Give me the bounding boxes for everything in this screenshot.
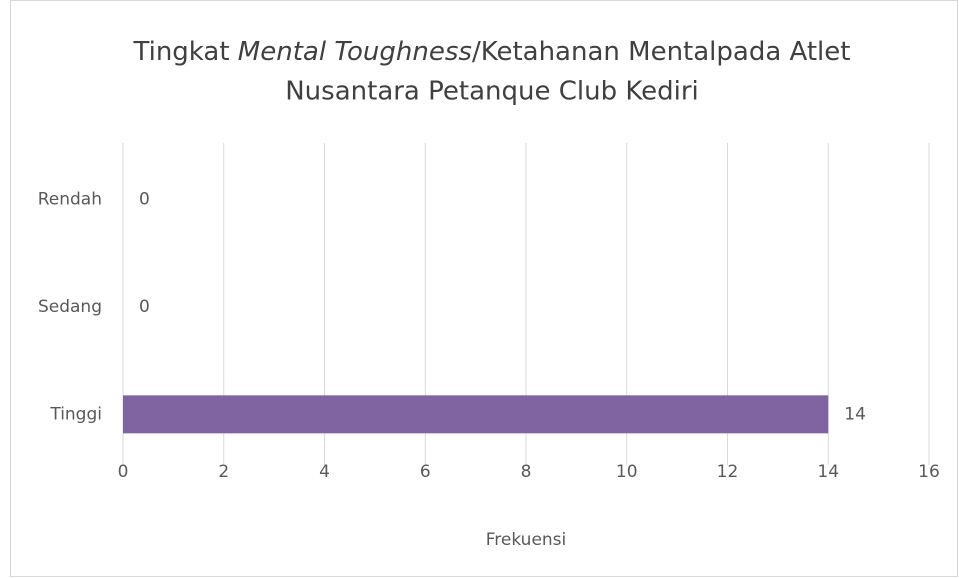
- title-part: Mental Toughness: [238, 37, 472, 67]
- title-part: /Ketahanan Mentalpada Atlet: [472, 37, 851, 67]
- x-tick-label: 16: [918, 462, 940, 482]
- x-tick-label: 2: [218, 462, 229, 482]
- data-label: 0: [139, 297, 150, 317]
- chart-border: [10, 0, 958, 577]
- title-part: Tingkat: [133, 37, 238, 67]
- x-axis-title: Frekuensi: [486, 530, 567, 550]
- x-tick-label: 6: [420, 462, 431, 482]
- chart-title: Tingkat Mental Toughness/Ketahanan Menta…: [133, 37, 851, 67]
- x-tick-label: 4: [319, 462, 330, 482]
- chart-title: Nusantara Petanque Club Kediri: [285, 77, 699, 107]
- x-tick-label: 12: [717, 462, 739, 482]
- x-tick-label: 10: [616, 462, 638, 482]
- x-tick-label: 0: [118, 462, 129, 482]
- y-tick-label: Tinggi: [49, 404, 102, 424]
- y-tick-label: Sedang: [38, 297, 102, 317]
- x-tick-label: 8: [521, 462, 532, 482]
- data-label: 14: [844, 404, 866, 424]
- data-label: 0: [139, 190, 150, 210]
- x-tick-label: 14: [817, 462, 839, 482]
- bar: [123, 395, 829, 434]
- y-tick-label: Rendah: [38, 190, 102, 210]
